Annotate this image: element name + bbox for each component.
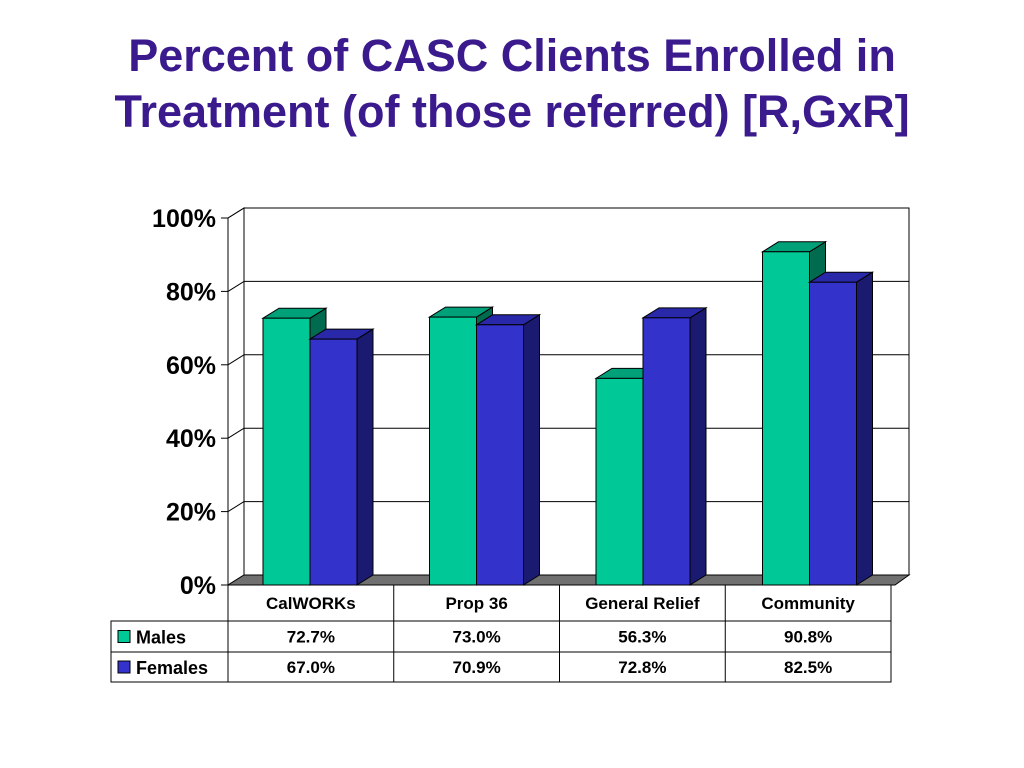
legend-swatch-females: [117, 660, 131, 674]
plot-side-wall: [227, 207, 245, 586]
y-tick-label: 100%: [152, 205, 216, 233]
y-tick-label: 60%: [166, 352, 216, 380]
data-label: 73.0%: [453, 628, 501, 647]
y-tick-label: 80%: [166, 278, 216, 306]
bar-males-calworks-front: [262, 317, 311, 586]
gridline-side: [227, 427, 245, 439]
x-category-label: Community: [761, 594, 855, 613]
legend-label-females: Females: [136, 658, 208, 678]
bar-females-prop-36-front: [476, 324, 524, 586]
bar-females-community: [807, 271, 875, 586]
bar-males-community-front: [762, 251, 810, 586]
title-line-2: Treatment (of those referred) [R,GxR]: [114, 86, 910, 137]
y-tick-label: 0%: [180, 572, 216, 600]
data-label: 67.0%: [287, 658, 335, 677]
bar-females-prop-36-side: [523, 313, 540, 586]
bar-females-general-relief-front: [642, 317, 691, 586]
data-label: 82.5%: [784, 658, 832, 677]
x-category-label: CalWORKs: [266, 594, 356, 613]
gridline-side: [227, 280, 245, 292]
bar-females-prop-36: [474, 313, 542, 586]
gridline-side: [227, 207, 245, 219]
data-label: 56.3%: [618, 628, 666, 647]
slide-title: Percent of CASC Clients Enrolled in Trea…: [0, 28, 1024, 140]
legend-label-males: Males: [136, 628, 186, 648]
bar-females-general-relief-side: [689, 306, 707, 586]
gridline-side: [227, 354, 245, 366]
bar-females-community-front: [809, 281, 857, 586]
x-category-label: Prop 36: [445, 594, 507, 613]
x-category-label: General Relief: [585, 594, 700, 613]
data-label: 72.7%: [287, 628, 335, 647]
y-tick-label: 40%: [166, 425, 216, 453]
bar-males-prop-36-front: [429, 316, 477, 586]
y-tick-label: 20%: [166, 499, 216, 527]
bar-females-general-relief: [641, 306, 708, 586]
legend-swatch-males: [117, 630, 131, 643]
bar-males-general-relief-front: [595, 377, 644, 586]
title-line-1: Percent of CASC Clients Enrolled in: [128, 30, 896, 81]
bar-females-community-side: [856, 271, 873, 586]
bar-females-calworks-front: [309, 338, 358, 586]
bar-females-calworks-side: [356, 328, 374, 586]
gridline-side: [227, 501, 245, 513]
data-label: 72.8%: [618, 658, 666, 677]
bar-females-calworks: [308, 328, 375, 586]
data-label: 90.8%: [784, 628, 832, 647]
data-label: 70.9%: [453, 658, 501, 677]
